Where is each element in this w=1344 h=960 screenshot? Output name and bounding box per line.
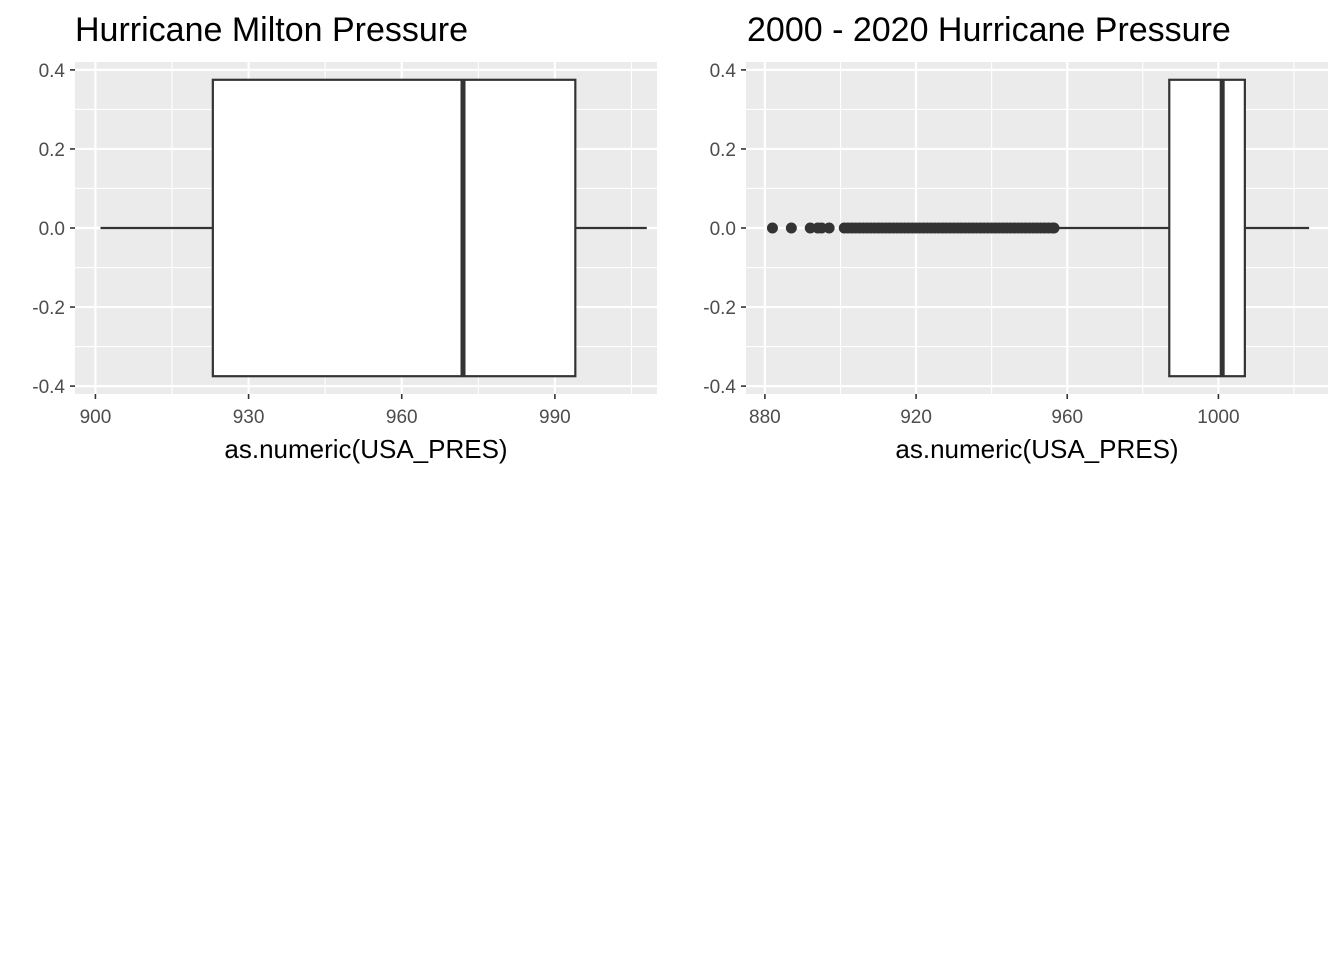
x-tick-label: 960 bbox=[386, 407, 418, 428]
y-tick-label: -0.4 bbox=[32, 377, 65, 398]
x-tick-label: 930 bbox=[233, 407, 265, 428]
boxplot-panel-2000-2020: 2000 - 2020 Hurricane Pressure 880 920 960… bbox=[703, 11, 1328, 464]
outlier-point bbox=[1048, 222, 1060, 234]
outlier-point bbox=[816, 222, 828, 234]
boxplot-marks bbox=[766, 78, 1310, 378]
y-tick-label: 0.2 bbox=[710, 140, 736, 161]
outlier-point bbox=[804, 222, 816, 234]
outlier-point bbox=[785, 222, 797, 234]
y-tick-label: -0.2 bbox=[32, 298, 65, 319]
outlier-point bbox=[766, 222, 778, 234]
x-tick-label: 960 bbox=[1051, 407, 1083, 428]
y-tick-label: -0.2 bbox=[703, 298, 736, 319]
y-tick-label: 0.0 bbox=[710, 219, 736, 240]
x-tick-label: 900 bbox=[80, 407, 112, 428]
x-tick-label: 1000 bbox=[1197, 407, 1239, 428]
x-tick-label: 990 bbox=[539, 407, 571, 428]
y-tick-label: 0.4 bbox=[710, 61, 737, 82]
x-tick-label: 880 bbox=[749, 407, 781, 428]
y-tick-label: 0.2 bbox=[39, 140, 65, 161]
y-tick-label: 0.0 bbox=[39, 219, 65, 240]
boxplot-marks bbox=[100, 78, 647, 378]
boxplot-panel-milton: Hurricane Milton Pressure 900 930 960 990 0.… bbox=[32, 11, 657, 464]
chart-title: 2000 - 2020 Hurricane Pressure bbox=[747, 11, 1231, 49]
outlier-point bbox=[823, 222, 835, 234]
box-iqr bbox=[1168, 78, 1246, 378]
y-tick-label: -0.4 bbox=[703, 377, 736, 398]
chart-title: Hurricane Milton Pressure bbox=[75, 11, 468, 49]
x-tick-label: 920 bbox=[900, 407, 932, 428]
axis-ticks: 880 920 960 1000 0.4 0.2 0.0 -0.2 -0.4 bbox=[703, 61, 1239, 428]
y-tick-label: 0.4 bbox=[39, 61, 66, 82]
box-iqr bbox=[211, 78, 577, 378]
axis-ticks: 900 930 960 990 0.4 0.2 0.0 -0.2 -0.4 bbox=[32, 61, 570, 428]
x-axis-title: as.numeric(USA_PRES) bbox=[895, 434, 1178, 464]
x-axis-title: as.numeric(USA_PRES) bbox=[224, 434, 507, 464]
